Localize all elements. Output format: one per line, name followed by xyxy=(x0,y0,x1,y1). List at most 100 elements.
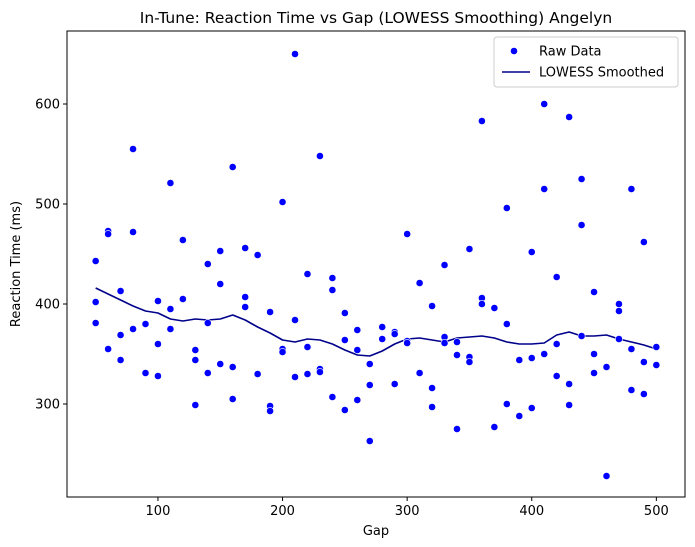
data-point xyxy=(328,286,337,294)
data-point xyxy=(216,247,225,255)
data-point xyxy=(141,320,150,328)
y-axis: 300 400 500 600 xyxy=(35,98,67,413)
data-point xyxy=(365,437,374,445)
data-point xyxy=(577,332,586,340)
data-point xyxy=(378,335,387,343)
data-point xyxy=(502,320,511,328)
data-point xyxy=(552,340,561,348)
data-point xyxy=(428,403,436,411)
data-point xyxy=(303,370,312,378)
data-point xyxy=(104,230,113,238)
data-point xyxy=(552,372,561,380)
x-tick-label: 100 xyxy=(146,504,171,519)
data-point xyxy=(540,350,549,358)
data-point xyxy=(228,163,237,171)
data-point xyxy=(91,298,100,306)
data-point xyxy=(378,323,387,331)
data-point xyxy=(615,307,623,315)
data-point xyxy=(540,185,549,193)
data-point xyxy=(652,343,661,351)
data-point xyxy=(278,198,287,206)
data-point xyxy=(129,325,137,333)
data-point xyxy=(203,260,212,268)
data-point xyxy=(340,309,349,317)
x-axis-title: Gap xyxy=(363,524,389,539)
y-tick-label: 300 xyxy=(35,398,60,413)
data-point xyxy=(440,339,449,347)
data-point xyxy=(552,273,561,281)
data-point xyxy=(253,251,262,259)
data-point xyxy=(104,345,113,353)
data-point xyxy=(639,238,648,246)
data-point xyxy=(502,204,511,212)
data-point xyxy=(440,261,449,269)
data-point xyxy=(590,350,598,358)
data-point xyxy=(154,372,162,380)
data-point xyxy=(303,270,312,278)
legend-label-lowess: LOWESS Smoothed xyxy=(539,66,664,81)
plot-frame xyxy=(66,30,686,498)
data-point xyxy=(615,300,623,308)
data-point xyxy=(328,274,337,282)
data-point xyxy=(415,279,424,287)
data-point xyxy=(490,423,499,431)
data-point xyxy=(390,380,399,388)
data-point xyxy=(91,257,100,265)
data-point xyxy=(652,361,661,369)
data-point xyxy=(365,360,374,368)
data-point xyxy=(627,345,636,353)
data-point xyxy=(465,245,474,253)
data-point xyxy=(565,380,574,388)
data-point xyxy=(340,406,349,414)
data-point xyxy=(527,404,536,412)
data-point xyxy=(590,288,598,296)
data-point xyxy=(241,293,250,301)
x-axis: 100 200 300 400 500 xyxy=(146,497,669,519)
y-axis-title: Reaction Time (ms) xyxy=(9,201,24,327)
data-point xyxy=(253,370,262,378)
y-tick-label: 600 xyxy=(35,98,60,113)
data-point xyxy=(415,369,424,377)
x-tick-label: 400 xyxy=(519,504,544,519)
data-point xyxy=(191,401,200,409)
data-point xyxy=(639,390,648,398)
data-point xyxy=(515,356,524,364)
data-point xyxy=(291,50,299,58)
legend: Raw Data LOWESS Smoothed xyxy=(493,36,679,88)
data-point xyxy=(502,400,511,408)
data-point xyxy=(178,295,187,303)
data-point xyxy=(565,401,574,409)
data-point xyxy=(166,325,175,333)
data-point xyxy=(453,425,461,433)
data-point xyxy=(615,335,623,343)
data-point xyxy=(166,179,175,187)
y-tick-label: 500 xyxy=(35,198,60,213)
data-point xyxy=(453,351,461,359)
data-point xyxy=(291,373,299,381)
data-point xyxy=(540,100,549,108)
data-point xyxy=(453,338,461,346)
data-point xyxy=(515,412,524,420)
data-point xyxy=(365,381,374,389)
data-point xyxy=(278,348,287,356)
x-tick-label: 500 xyxy=(644,504,669,519)
data-point xyxy=(178,236,187,244)
data-point xyxy=(154,340,162,348)
chart-title: In-Tune: Reaction Time vs Gap (LOWESS Sm… xyxy=(140,9,612,27)
x-tick-label: 200 xyxy=(270,504,295,519)
data-point xyxy=(116,356,125,364)
data-point xyxy=(303,343,312,351)
data-point xyxy=(266,407,274,415)
data-point xyxy=(403,339,412,347)
data-point xyxy=(166,305,175,313)
data-point xyxy=(340,336,349,344)
data-point xyxy=(527,248,536,256)
data-point xyxy=(465,358,474,366)
data-point xyxy=(116,331,125,339)
data-point xyxy=(353,346,362,354)
data-point xyxy=(403,230,412,238)
legend-marker-raw xyxy=(510,47,518,55)
data-point xyxy=(478,117,486,125)
data-point xyxy=(565,113,574,121)
